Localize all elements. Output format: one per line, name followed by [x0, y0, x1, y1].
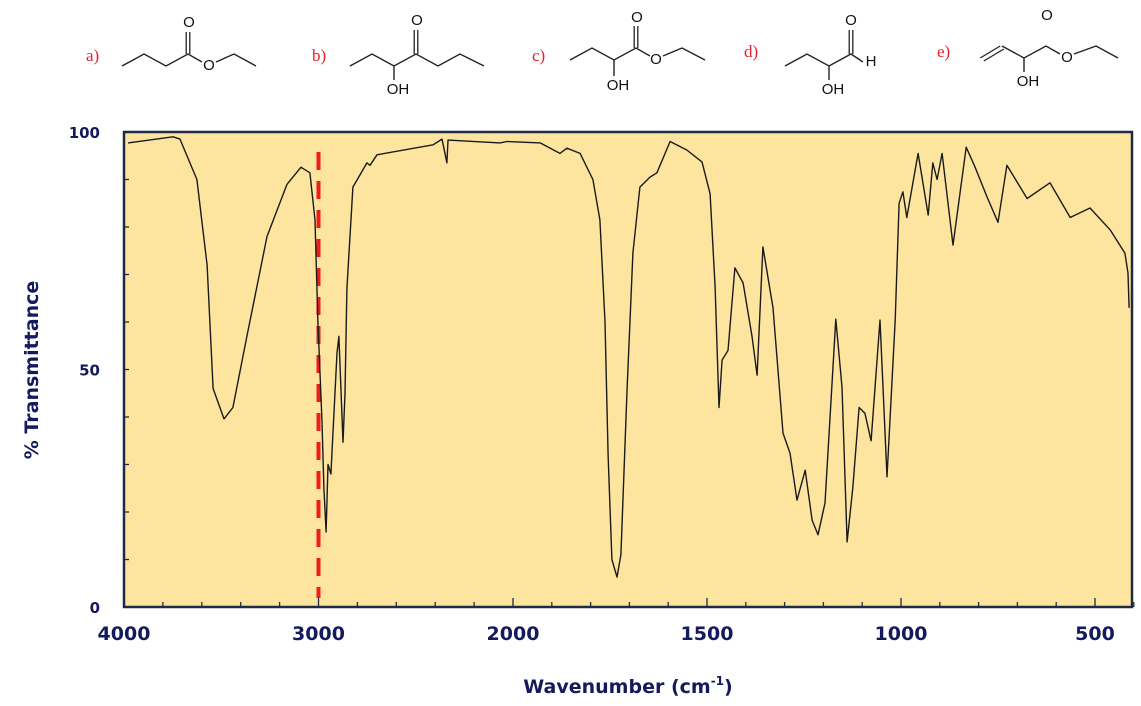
bond — [121, 53, 203, 67]
spectrum-line — [128, 136, 1130, 578]
bond — [1001, 45, 1061, 59]
structure-label: d) — [744, 42, 758, 61]
structure-a: a) O O — [86, 14, 257, 74]
structure-label: c) — [532, 46, 545, 65]
x-axis-title: Wavenumber (cm-1) — [523, 674, 732, 698]
y-axis-title: % Transmittance — [21, 281, 43, 460]
tick-labels: 4000 3000 2000 1500 1000 500 0 50 100 — [69, 124, 1115, 645]
x-tick-label: 500 — [1075, 623, 1115, 645]
bond — [784, 53, 864, 67]
atom-label: O — [1061, 49, 1073, 66]
x-tick-label: 1000 — [875, 623, 928, 645]
x-tick-label: 4000 — [98, 623, 151, 645]
bond — [1073, 45, 1119, 59]
atom-label: O — [183, 14, 195, 31]
x-tick-label: 2000 — [487, 623, 540, 645]
x-tick-label: 3000 — [292, 623, 345, 645]
x-tick-label: 1500 — [681, 623, 734, 645]
atom-label: O — [411, 12, 423, 29]
y-tick-label: 0 — [90, 599, 100, 617]
y-tick-label: 50 — [79, 362, 100, 380]
bond — [569, 47, 651, 61]
structure-label: b) — [312, 46, 326, 65]
structure-c: c) O O OH — [532, 9, 706, 94]
atom-label: OH — [607, 77, 630, 94]
double-bond — [979, 45, 1001, 59]
y-tick-label: 100 — [69, 124, 100, 142]
atom-label: O — [650, 51, 662, 68]
atom-label: O — [631, 9, 643, 26]
atom-label: O — [845, 12, 857, 29]
atom-label: H — [866, 53, 877, 70]
double-bond — [983, 48, 1005, 62]
bond — [662, 47, 706, 61]
atom-label: OH — [1017, 73, 1040, 90]
atom-label: OH — [387, 81, 410, 98]
plot-border — [122, 130, 1134, 609]
axis-ticks — [123, 178, 1135, 607]
bond — [349, 53, 485, 67]
bond — [215, 53, 257, 67]
atom-label: O — [203, 57, 215, 74]
structure-b: b) O OH — [312, 12, 485, 98]
structure-label: e) — [937, 42, 950, 61]
structure-label: a) — [86, 46, 99, 65]
atom-label: O — [1041, 7, 1053, 24]
atom-label: OH — [822, 81, 845, 98]
structure-e: e) O O OH — [937, 7, 1119, 90]
